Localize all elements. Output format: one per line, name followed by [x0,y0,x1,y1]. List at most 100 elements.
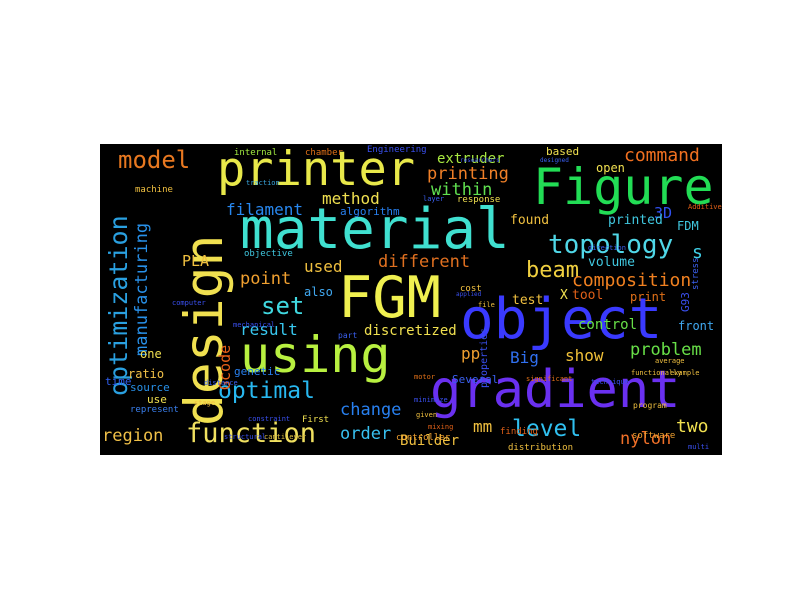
word: finding [500,427,538,437]
word: constraint [248,415,291,423]
word: nylon [620,429,672,449]
word: applied [456,291,482,298]
word: set [261,292,305,320]
word: mixing [428,423,454,431]
word: FGM [338,265,441,331]
word: extruder [437,151,505,167]
word: manufacturing [132,222,152,356]
word: traction [246,179,280,187]
word: mm [473,417,493,436]
word: Big [510,348,539,367]
word: two [676,416,709,437]
word: also [304,285,333,299]
word: found [510,213,550,228]
word: stage [194,399,216,407]
word: distribution [508,443,574,453]
word: First [302,415,330,425]
word: cantilever [264,433,307,441]
word: function [186,418,317,449]
word: researchers [460,157,500,164]
word: source [130,381,170,394]
word: Additive [688,203,722,211]
word: use [147,393,167,406]
word: PLA [182,252,210,270]
word: functionally [631,369,682,377]
word: chamber [305,148,343,158]
word: structural [224,433,267,441]
word: motor [414,373,436,381]
word: volume [588,255,635,270]
word: Several [452,373,499,386]
word: Figure [533,158,714,216]
word: different [378,252,471,272]
word: problem [630,340,702,360]
word: order [340,424,392,444]
word: given [416,411,438,419]
word: test [512,293,544,308]
word: distance [204,379,238,387]
word: designed [540,157,569,164]
word: optimal [218,378,315,404]
word: software [632,431,676,441]
word: printing [427,164,509,184]
word: direction [588,244,626,252]
word: mechanical [233,321,276,329]
word: show [565,346,604,365]
word: printer [217,144,416,197]
word: part [338,331,358,340]
word: gradient [430,360,681,420]
word: time [105,375,132,388]
word: method [322,189,380,208]
word: level [512,416,582,442]
word: computer [172,299,206,307]
word: algorithm [340,205,400,218]
word: region [102,426,164,446]
word: model [118,146,191,174]
word: printed [608,213,663,228]
word: program [633,401,667,410]
word: internal [234,148,278,158]
word: front [678,319,715,333]
word: significant [526,375,573,383]
word: tool [572,288,604,303]
word: open [596,161,625,175]
word-cloud: material Figure printer design FGM objec… [100,144,722,455]
word: composition [572,270,692,291]
word: average [655,357,685,365]
word: used [304,257,343,276]
word: machine [135,185,173,195]
word: discretized [364,323,457,339]
word: example [670,369,700,377]
word: stress [691,257,701,290]
word: object [460,287,663,352]
word: genetic [234,365,281,378]
word: G93 [679,292,692,312]
word: Builder [400,433,460,449]
word: objective [244,249,293,259]
word: command [624,145,700,166]
word: technique [591,378,629,386]
word: 3D [654,204,673,222]
word: print [630,290,667,304]
word: ratio [128,367,165,381]
word: layer [423,195,445,203]
word: pp [461,344,481,363]
word: multi [688,443,710,451]
word: controller [396,433,451,443]
word: material [240,197,510,262]
word: Engineering [367,145,427,155]
word: result [240,320,298,339]
word: within [431,180,493,200]
word: response [457,195,501,205]
word: one [140,347,162,361]
word: change [340,400,402,420]
word: beam [526,258,579,283]
word: s [692,242,703,263]
word: cost [460,284,482,294]
word: based [546,145,580,158]
word: represent [130,405,179,415]
word: X [560,288,568,303]
word: using [240,326,391,384]
word: control [578,317,638,333]
word: point [240,269,292,289]
